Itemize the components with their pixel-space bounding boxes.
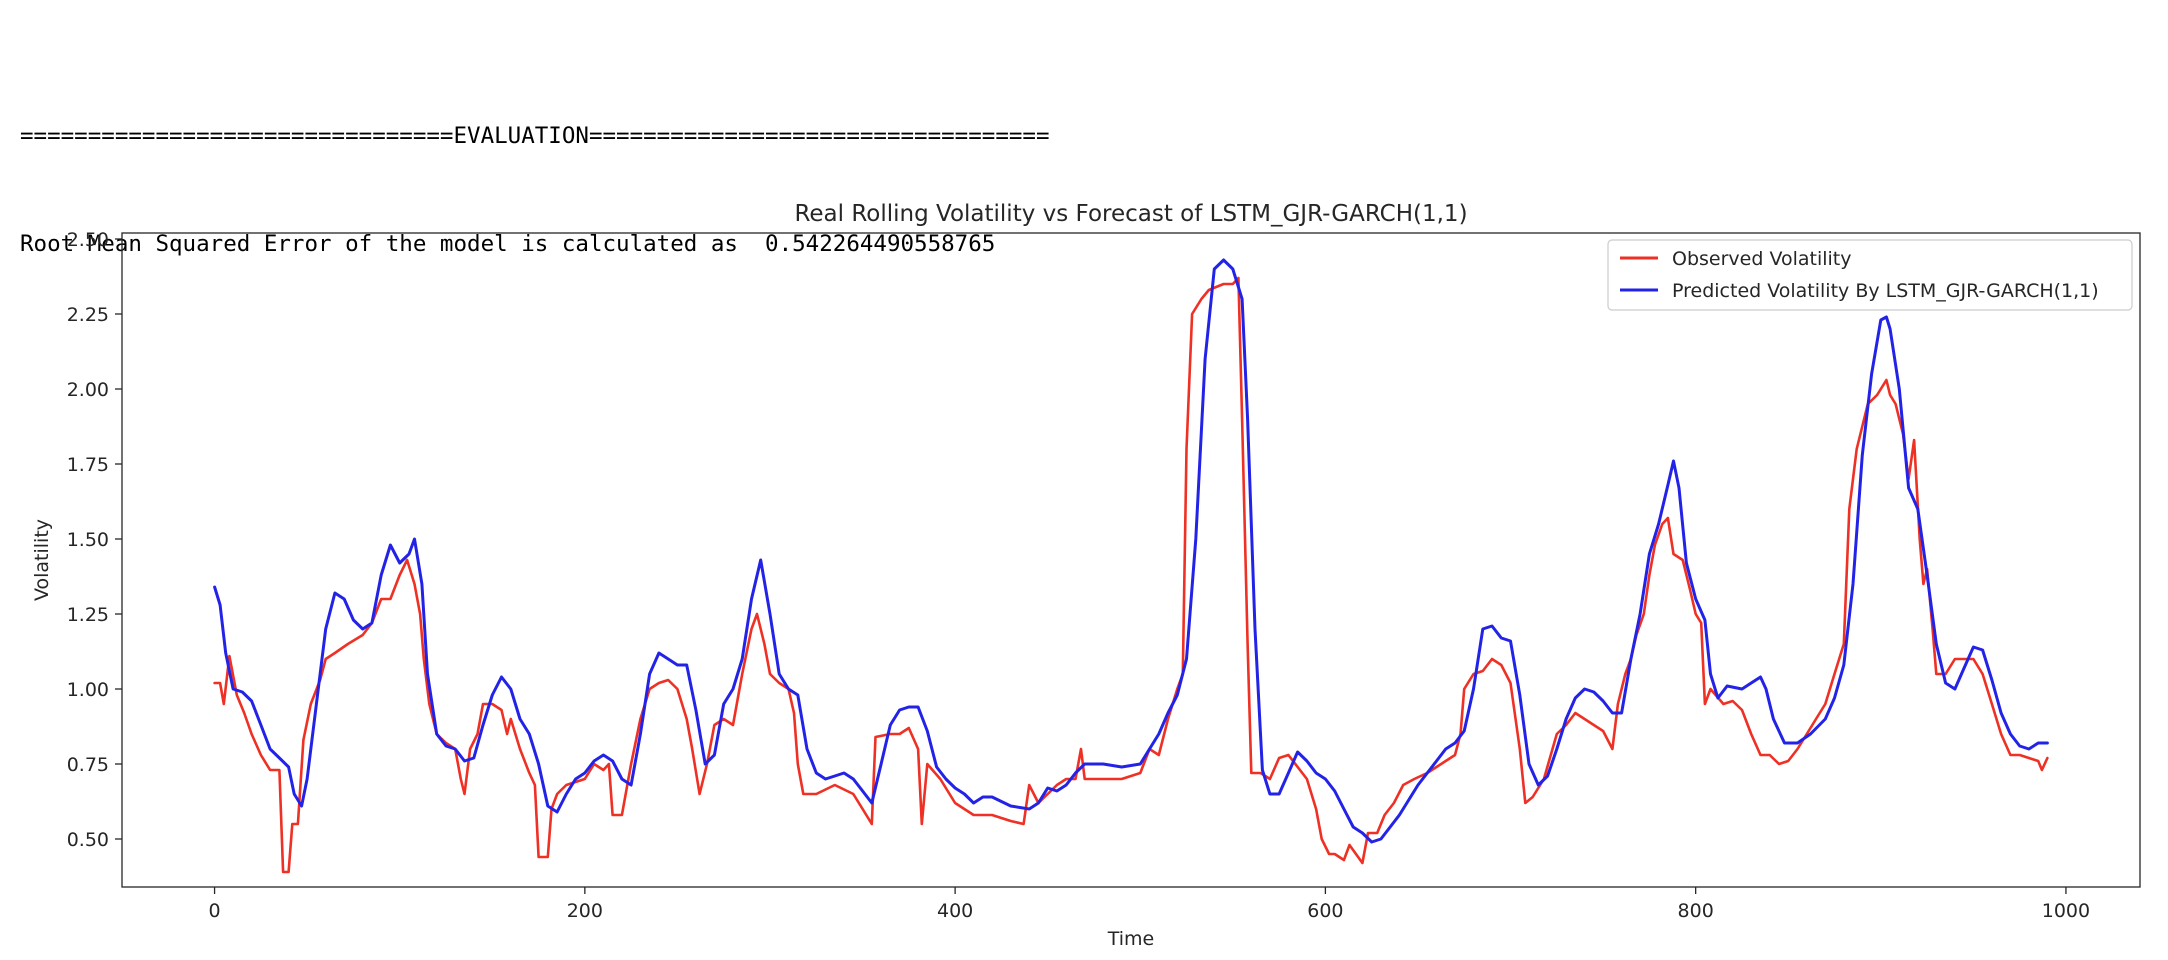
y-axis: 0.50 0.75 1.00 1.25 1.50 1.75 2.00 2.25 2.50 [67,229,122,851]
x-axis-label: Time [1107,928,1155,950]
y-tick-label: 2.00 [67,379,109,401]
rmse-output-line: Root Mean Squared Error of the model is … [20,231,996,257]
y-axis-label: Volatility [31,519,53,601]
legend-box [1607,239,2133,311]
series-line-observed-volatility [213,276,2049,874]
x-tick-label: 0 [209,900,221,922]
plot-area [213,258,2049,874]
chart-title: Real Rolling Volatility vs Forecast of L… [794,201,1467,227]
x-tick-label: 1000 [2042,900,2090,922]
y-tick-label: 1.25 [67,604,109,626]
chart-legend: Observed Volatility Predicted Volatility … [1607,239,2133,311]
x-tick-label: 200 [567,900,603,922]
y-tick-label: 0.75 [67,754,109,776]
x-axis: 0 200 400 600 800 1000 [209,887,2090,922]
x-tick-label: 400 [937,900,973,922]
y-tick-label: 1.00 [67,679,109,701]
legend-label: Observed Volatility [1672,248,1852,270]
y-tick-label: 1.50 [67,529,109,551]
y-tick-label: 1.75 [67,454,109,476]
axes-frame [121,232,2141,888]
y-tick-label: 0.50 [67,829,109,851]
legend-label: Predicted Volatility By LSTM_GJR-GARCH(1… [1672,280,2099,302]
console-output: ================================EVALUATI… [20,46,1050,334]
x-tick-label: 600 [1307,900,1343,922]
series-line-predicted-volatility [213,258,2049,844]
y-tick-label: 2.25 [67,304,109,326]
evaluation-separator-line: ================================EVALUATI… [20,123,1050,149]
y-tick-label: 2.50 [67,229,109,251]
x-tick-label: 800 [1678,900,1714,922]
